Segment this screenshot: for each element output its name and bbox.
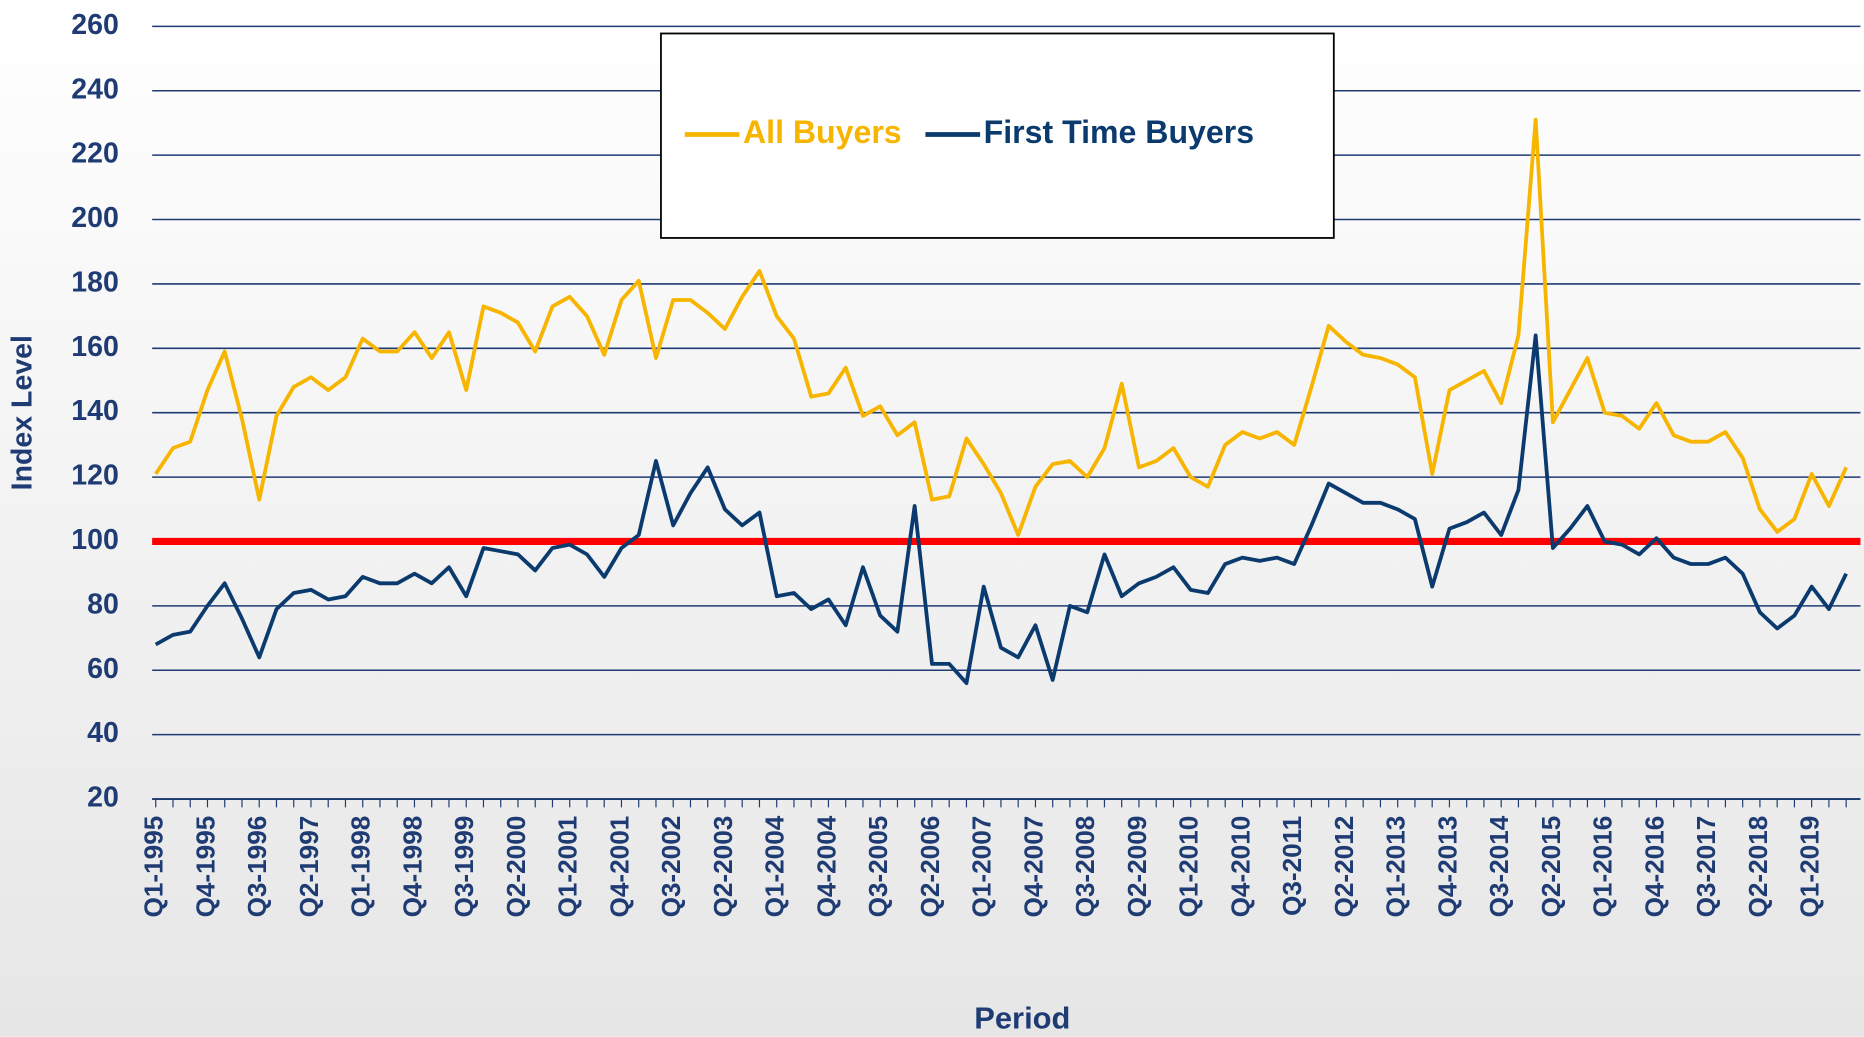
x-tick-label: Q3-2011 — [1277, 816, 1307, 916]
x-tick-label: Q4-1998 — [397, 816, 427, 918]
x-tick-label: Q4-2010 — [1225, 816, 1255, 918]
legend-label: All Buyers — [743, 114, 902, 150]
x-tick-label: Q3-1996 — [242, 816, 272, 918]
x-axis-title: Period — [974, 1000, 1070, 1035]
x-tick-label: Q1-2001 — [553, 816, 583, 918]
x-tick-label: Q4-2004 — [811, 815, 841, 917]
plot-area: 20 40 60 80 100 120 140 160 180 200 220 240 260 Q1-19… — [71, 9, 1861, 918]
x-tick-label: Q1-1995 — [139, 816, 169, 918]
y-tick-label: 100 — [71, 524, 119, 556]
x-tick-label: Q3-2002 — [656, 816, 686, 918]
x-tick-label: Q2-2009 — [1122, 816, 1152, 918]
x-tick-label: Q2-2015 — [1536, 816, 1566, 918]
x-tick-label: Q3-2005 — [863, 816, 893, 918]
y-tick-label: 220 — [71, 138, 119, 170]
series-line — [154, 333, 1848, 686]
x-tick-label: Q4-2001 — [604, 816, 634, 918]
x-tick-label: Q4-2007 — [1018, 816, 1048, 918]
y-tick-label: 20 — [87, 782, 119, 814]
y-tick-label: 40 — [87, 717, 119, 749]
x-tick-label: Q2-2000 — [501, 816, 531, 918]
x-tick-label: Q2-2012 — [1329, 816, 1359, 918]
x-tick-label: Q3-1999 — [449, 816, 479, 918]
x-tick-label: Q4-2016 — [1639, 816, 1669, 918]
x-tick-label: Q1-2007 — [967, 816, 997, 918]
y-tick-label: 260 — [71, 9, 119, 41]
x-tick-label: Q2-1997 — [294, 816, 324, 918]
x-tick-label: Q2-2018 — [1743, 816, 1773, 918]
x-tick-label: Q3-2017 — [1691, 816, 1721, 918]
x-tick-label: Q1-2013 — [1381, 816, 1411, 918]
x-tick-label: Q4-1995 — [190, 816, 220, 918]
x-tick-label: Q1-2004 — [760, 815, 790, 917]
x-tick-label: Q4-2013 — [1432, 816, 1462, 918]
y-tick-label: 240 — [71, 73, 119, 105]
legend-label: First Time Buyers — [984, 114, 1254, 150]
y-tick-label: 140 — [71, 395, 119, 427]
y-axis-title: Index Level — [6, 335, 38, 490]
y-tick-label: 160 — [71, 331, 119, 363]
x-tick-label: Q2-2006 — [915, 816, 945, 918]
y-tick-label: 60 — [87, 653, 119, 685]
series-line — [154, 117, 1848, 537]
legend-box — [660, 32, 1335, 239]
y-tick-label: 180 — [71, 266, 119, 298]
x-tick-label: Q1-2019 — [1795, 816, 1825, 918]
x-tick-label: Q1-1998 — [346, 816, 376, 918]
x-tick-label: Q3-2008 — [1070, 816, 1100, 918]
y-tick-label: 200 — [71, 202, 119, 234]
y-tick-label: 80 — [87, 588, 119, 620]
y-tick-label: 120 — [71, 460, 119, 492]
x-tick-label: Q1-2010 — [1174, 816, 1204, 918]
x-tick-label: Q2-2003 — [708, 816, 738, 918]
x-tick-label: Q1-2016 — [1588, 816, 1618, 918]
x-tick-label: Q3-2014 — [1484, 815, 1514, 917]
